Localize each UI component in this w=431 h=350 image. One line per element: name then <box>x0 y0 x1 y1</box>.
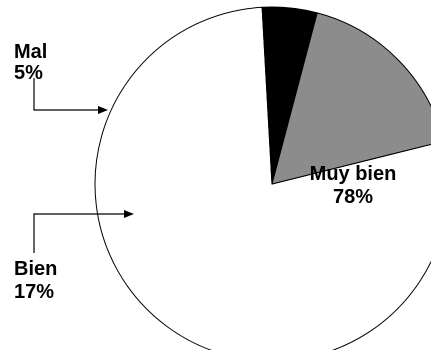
pie-slice-muy-bien <box>94 6 431 350</box>
slice-label-muy-bien: Muy bien <box>310 163 397 185</box>
pie-slice-bien <box>271 12 431 185</box>
slice-value-mal: 5% <box>14 62 43 84</box>
slice-value-muy-bien: 78% <box>333 186 373 208</box>
mal-callout-line <box>33 78 104 111</box>
slice-label-bien: Bien <box>14 258 57 280</box>
bien-callout-line <box>33 213 128 253</box>
pie-slices <box>94 6 431 350</box>
slice-label-mal: Mal <box>14 41 47 63</box>
bien-callout-arrowhead <box>124 210 134 218</box>
slice-value-bien: 17% <box>14 281 54 303</box>
mal-callout-arrowhead <box>98 106 108 114</box>
